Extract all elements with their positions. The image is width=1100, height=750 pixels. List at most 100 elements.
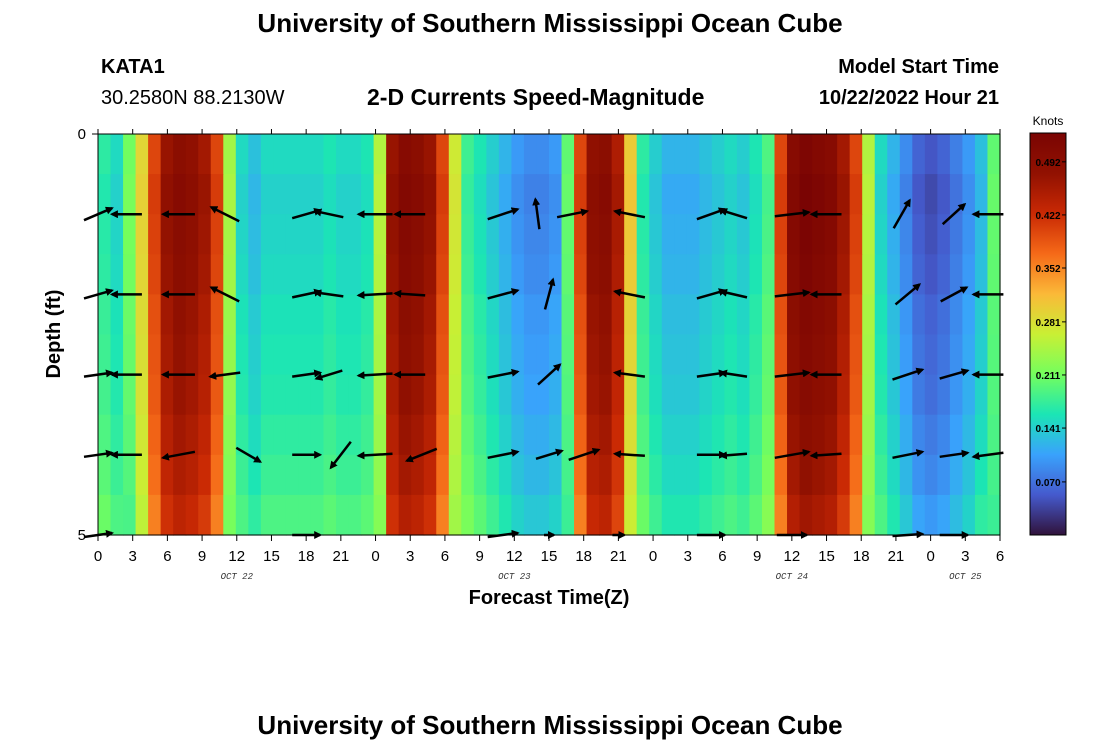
heatmap-cell [561, 374, 575, 416]
heatmap-cell [962, 414, 976, 456]
heatmap-cell [436, 494, 450, 536]
heatmap-cell [624, 374, 638, 416]
heatmap-cell [962, 134, 976, 175]
heatmap-cell [260, 454, 274, 496]
heatmap-cell [210, 374, 224, 416]
heatmap-cell [899, 174, 913, 215]
axis-layer: 0 3 6 9 12 15 18 21 0 3 6 9 12 15 18 21 0 3 6 9 12 15 18 21 0 3 6 O… [78, 126, 1005, 582]
heatmap-cell [599, 454, 613, 496]
current-vector [556, 208, 590, 219]
heatmap-cell [724, 294, 738, 336]
current-vector [532, 197, 541, 230]
heatmap-cell [235, 214, 249, 255]
x-tick-label: 0 [649, 548, 657, 565]
heatmap-cell [849, 374, 863, 416]
heatmap-cell [736, 214, 751, 255]
heatmap-cell [649, 134, 663, 175]
heatmap-cell [461, 374, 475, 416]
heatmap-cell [574, 294, 588, 336]
current-vector [356, 291, 393, 300]
heatmap-cell [699, 134, 713, 175]
heatmap-cell [887, 374, 901, 416]
heatmap-cell [123, 454, 137, 496]
current-vector [892, 367, 925, 381]
heatmap-cell [235, 454, 249, 496]
heatmap-cell [386, 374, 400, 416]
heatmap-cell [611, 214, 625, 255]
heatmap-cell [523, 494, 538, 536]
current-vector [313, 208, 344, 219]
heatmap-cell [148, 414, 162, 456]
heatmap-cell [223, 414, 237, 456]
colorbar-tick-label: 0.492 [1035, 158, 1060, 169]
page-title-bottom: University of Southern Mississippi Ocean… [257, 710, 843, 740]
heatmap-cell [699, 254, 713, 295]
heatmap-cell [987, 494, 1001, 536]
heatmap-cell [148, 374, 162, 416]
heatmap-cell [123, 374, 137, 416]
heatmap-cell [448, 254, 462, 295]
heatmap-cell [661, 214, 675, 255]
heatmap-cell [173, 174, 187, 215]
date-label: OCT 23 [498, 572, 531, 582]
heatmap-cell [173, 454, 187, 496]
heatmap-cell [223, 214, 237, 255]
heatmap-cell [348, 454, 362, 496]
colorbar-tick-label: 0.070 [1035, 478, 1060, 489]
heatmap-cell [260, 134, 274, 175]
heatmap-cell [636, 374, 650, 416]
heatmap-cell [686, 454, 700, 496]
heatmap-cell [686, 294, 700, 336]
heatmap-cell [160, 414, 174, 456]
heatmap-cell [862, 454, 876, 496]
heatmap-cell [461, 174, 475, 215]
heatmap-cell [223, 374, 237, 416]
heatmap-cell [210, 214, 224, 255]
heatmap-cell [824, 494, 838, 536]
heatmap-cell [398, 174, 412, 215]
heatmap-cell [273, 174, 287, 215]
heatmap-cell [298, 134, 312, 175]
x-tick-label: 9 [753, 548, 761, 565]
heatmap-cell [987, 134, 1001, 175]
x-tick-label: 0 [926, 548, 934, 565]
heatmap-cell [498, 414, 513, 456]
heatmap-cell [160, 334, 174, 376]
x-tick-label: 18 [853, 548, 870, 565]
heatmap-cell [962, 174, 976, 215]
heatmap-cell [849, 214, 863, 255]
heatmap-cell [636, 294, 650, 336]
heatmap-cell [361, 294, 375, 336]
heatmap-cell [423, 174, 437, 215]
heatmap-cell [448, 414, 462, 456]
heatmap-cell [361, 254, 375, 295]
heatmap-cell [423, 414, 437, 456]
heatmap-cell [711, 414, 725, 456]
heatmap-cell [98, 414, 112, 456]
heatmap-cell [749, 454, 763, 496]
heatmap-cell [812, 254, 826, 295]
heatmap-cell [787, 214, 801, 255]
heatmap-cell [386, 134, 400, 175]
y-tick-label: 5 [78, 527, 86, 544]
heatmap-cell [511, 214, 525, 255]
current-vector [941, 202, 967, 226]
heatmap-cell [536, 134, 550, 175]
current-vector [892, 198, 911, 229]
heatmap-cell [273, 494, 287, 536]
heatmap-cell [624, 214, 638, 255]
heatmap-cell [711, 374, 725, 416]
heatmap-cell [298, 254, 312, 295]
heatmap-cell [473, 414, 487, 456]
x-tick-label: 12 [506, 548, 523, 565]
heatmap-cell [586, 454, 600, 496]
heatmap-cell [686, 214, 700, 255]
heatmap-cell [98, 174, 112, 215]
heatmap-cell [135, 214, 149, 255]
heatmap-cell [486, 454, 500, 496]
heatmap-cell [561, 494, 575, 536]
heatmap-cell [536, 414, 550, 456]
heatmap-cell [223, 254, 237, 295]
heatmap-cell [285, 214, 300, 255]
heatmap-cell [310, 294, 325, 336]
